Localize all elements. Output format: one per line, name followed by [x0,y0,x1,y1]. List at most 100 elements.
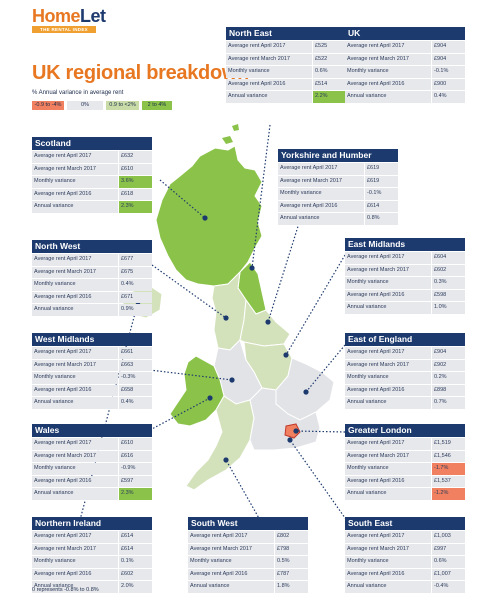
table-row: Average rent April 2017 £904 [345,347,465,359]
table-row: Monthly variance 0.3% [345,277,465,289]
table-row: Monthly variance 0.2% [345,372,465,384]
table-row: Average rent April 2017 £661 [32,347,152,359]
legend-title: % Annual variance in average rent [32,90,124,96]
region-box-wales: Wales Average rent April 2017 £610 Average … [32,424,152,501]
row-value: 0.9% [119,304,152,316]
table-row: Average rent March 2017 £522 [226,53,346,65]
row-value: 0.4% [432,91,465,103]
row-value: £1,003 [432,531,465,543]
row-label: Average rent April 2016 [278,200,364,212]
table-row: Monthly variance 0.1% [32,556,152,568]
row-label: Average rent March 2017 [32,359,118,371]
row-value: £619 [365,175,398,187]
row-value: £604 [432,252,465,264]
row-label: Average rent March 2017 [345,264,431,276]
row-label: Annual variance [345,302,431,314]
row-value: 0.4% [119,397,152,409]
row-value: -0.1% [432,66,465,78]
row-label: Average rent April 2017 [345,438,431,450]
region-box-northern-ireland: Northern Ireland Average rent April 2017 £… [32,517,152,594]
row-value: £663 [119,359,152,371]
table-row: Average rent April 2016 £597 [32,475,152,487]
row-label: Average rent March 2017 [32,543,118,555]
row-label: Average rent March 2017 [32,163,118,175]
row-value: -0.9% [119,463,152,475]
row-value: £798 [275,543,308,555]
table-row: Average rent March 2017 £616 [32,450,152,462]
row-label: Average rent March 2017 [226,53,312,65]
row-value: £632 [119,151,152,163]
row-value: £610 [119,163,152,175]
legend-label: -0.9 to -4% [34,102,62,108]
table-row: Average rent April 2017 £610 [32,438,152,450]
row-label: Average rent April 2016 [226,78,312,90]
row-label: Annual variance [345,397,431,409]
row-value: 0.1% [119,556,152,568]
row-value: £902 [432,359,465,371]
row-value: £614 [119,531,152,543]
row-label: Monthly variance [32,279,118,291]
row-value: 0.8% [365,213,398,225]
row-value: 0.4% [119,279,152,291]
row-value: £904 [432,53,465,65]
table-row: Average rent March 2017 £904 [345,53,465,65]
table-row: Annual variance -0.4% [345,581,465,593]
row-value: £610 [119,438,152,450]
row-value: 2.0% [119,581,152,593]
table-row: Average rent April 2016 £900 [345,78,465,90]
table-row: Average rent April 2017 £677 [32,254,152,266]
row-label: Average rent April 2016 [345,384,431,396]
row-label: Average rent April 2017 [278,163,364,175]
row-label: Average rent April 2017 [32,531,118,543]
row-value: £904 [432,41,465,53]
region-box-south-east: South East Average rent April 2017 £1,003 A… [345,517,465,594]
table-row: Monthly variance 3.6% [32,176,152,188]
row-value: £658 [119,384,152,396]
row-label: Average rent April 2017 [32,151,118,163]
row-label: Average rent April 2017 [188,531,274,543]
map-scotland [155,145,263,287]
table-row: Average rent April 2017 £525 [226,41,346,53]
legend-item-high: 2 to 4% [142,101,172,110]
row-label: Monthly variance [278,188,364,200]
logo-tagline: THE RENTAL INDEX [32,26,96,33]
row-value: 0.5% [275,556,308,568]
row-label: Monthly variance [32,372,118,384]
row-label: Monthly variance [345,277,431,289]
row-value: 2.3% [119,201,152,213]
homelet-logo: HomeLet THE RENTAL INDEX [32,6,106,33]
row-value: £614 [119,543,152,555]
table-row: Annual variance 0.4% [32,397,152,409]
row-label: Monthly variance [345,556,431,568]
table-row: Annual variance 2.3% [32,488,152,500]
row-value: 0.6% [313,66,346,78]
row-label: Annual variance [345,581,431,593]
table-row: Annual variance -1.2% [345,488,465,500]
row-label: Average rent April 2017 [345,531,431,543]
footnote: 0 represents -0.8% to 0.8% [32,587,99,593]
table-row: Average rent April 2017 £1,519 [345,438,465,450]
table-row: Average rent April 2016 £618 [32,188,152,200]
table-row: Monthly variance -1.7% [345,463,465,475]
row-label: Average rent April 2016 [345,78,431,90]
region-box-west-midlands: West Midlands Average rent April 2017 £661… [32,333,152,410]
row-value: £671 [119,291,152,303]
region-box-yorkshire: Yorkshire and Humber Average rent April 2… [278,149,398,226]
row-label: Average rent April 2016 [32,188,118,200]
table-row: Annual variance 0.7% [345,397,465,409]
table-row: Average rent March 2017 £675 [32,266,152,278]
logo-wordmark: HomeLet [32,6,106,26]
table-row: Annual variance 1.8% [188,581,308,593]
table-row: Annual variance 2.3% [32,201,152,213]
row-value: -1.2% [432,488,465,500]
table-row: Average rent April 2016 £614 [278,200,398,212]
region-title: East Midlands [345,238,465,251]
row-label: Average rent April 2016 [345,475,431,487]
region-title: Yorkshire and Humber [278,149,398,162]
row-label: Average rent March 2017 [278,175,364,187]
row-label: Average rent April 2016 [32,291,118,303]
table-row: Average rent April 2016 £1,007 [345,568,465,580]
row-value: £677 [119,254,152,266]
region-title: Greater London [345,424,465,437]
map-south-east [249,387,321,451]
